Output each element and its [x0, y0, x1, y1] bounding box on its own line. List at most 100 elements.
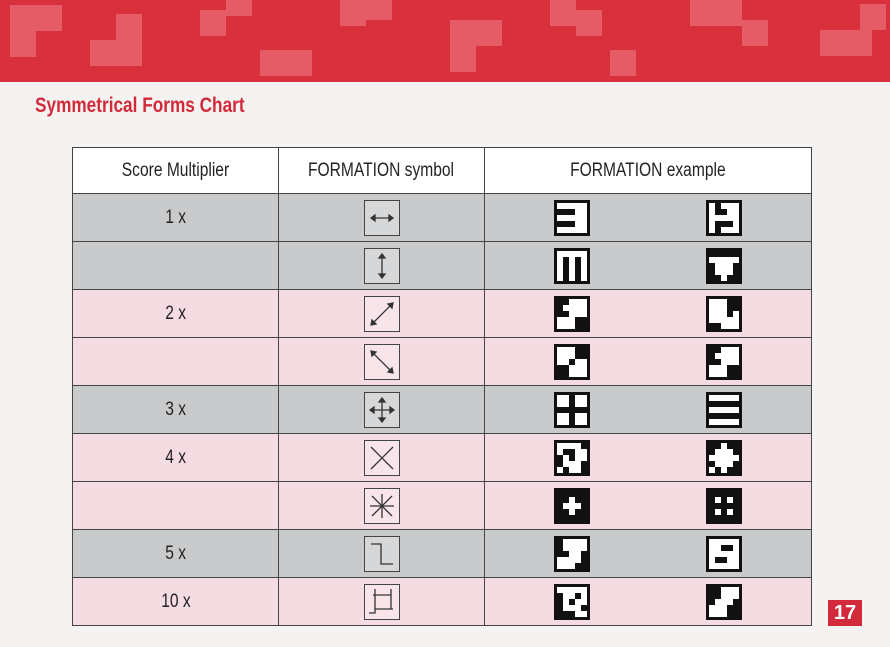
score-multiplier-cell — [72, 337, 279, 386]
formation-symbol-cell — [278, 337, 485, 386]
formation-example-2 — [706, 439, 742, 476]
header-formation-example: FORMATION example — [484, 147, 812, 194]
formation-example-1 — [554, 391, 590, 428]
formation-example-1 — [554, 487, 590, 524]
z-arrow-icon — [363, 535, 400, 572]
formation-example-cell — [484, 385, 812, 434]
decorative-banner — [0, 0, 890, 82]
header-score-multiplier: Score Multiplier — [72, 147, 279, 194]
four-way-arrow-icon — [363, 391, 400, 428]
formation-example-2 — [706, 295, 742, 332]
formation-example-1 — [554, 199, 590, 236]
banner-square — [90, 40, 116, 66]
score-multiplier-cell: 10 x — [72, 577, 279, 626]
formation-example-2 — [706, 583, 742, 620]
banner-square — [742, 20, 768, 46]
table-row: 10 x — [72, 577, 812, 626]
banner-square — [690, 0, 716, 26]
page-title: Symmetrical Forms Chart — [35, 94, 245, 117]
formation-symbol-cell — [278, 481, 485, 530]
formation-example-2 — [706, 199, 742, 236]
score-multiplier-cell: 1 x — [72, 193, 279, 242]
banner-square — [476, 20, 502, 46]
formation-example-cell — [484, 577, 812, 626]
score-multiplier: 1 x — [165, 206, 186, 228]
score-multiplier-cell: 2 x — [72, 289, 279, 338]
formation-example-2 — [706, 247, 742, 284]
formation-example-1 — [554, 343, 590, 380]
diagonal-down-arrow-icon — [363, 343, 400, 380]
table-row — [72, 241, 812, 290]
table-row: 4 x — [72, 433, 812, 482]
formation-example-2 — [706, 535, 742, 572]
formation-example-cell — [484, 193, 812, 242]
banner-square — [200, 10, 226, 36]
score-multiplier: 5 x — [165, 542, 186, 564]
formation-symbol-cell — [278, 385, 485, 434]
formation-example-1 — [554, 583, 590, 620]
score-multiplier: 4 x — [165, 446, 186, 468]
score-multiplier-cell — [72, 241, 279, 290]
banner-square — [550, 0, 576, 26]
banner-square — [36, 5, 62, 31]
table-row: 1 x — [72, 193, 812, 242]
table-row: 3 x — [72, 385, 812, 434]
score-multiplier: 10 x — [160, 590, 191, 612]
formation-symbol-cell — [278, 289, 485, 338]
banner-square — [260, 50, 286, 76]
banner-square — [10, 31, 36, 57]
swirl-arrow-icon — [363, 583, 400, 620]
header-label: FORMATION symbol — [308, 159, 455, 181]
table-row: 5 x — [72, 529, 812, 578]
table-row — [72, 337, 812, 386]
score-multiplier-cell: 3 x — [72, 385, 279, 434]
horizontal-arrow-icon — [363, 199, 400, 236]
vertical-arrow-icon — [363, 247, 400, 284]
table-row: 2 x — [72, 289, 812, 338]
formation-example-cell — [484, 289, 812, 338]
banner-square — [226, 0, 252, 16]
score-multiplier-cell: 4 x — [72, 433, 279, 482]
banner-square — [286, 50, 312, 76]
banner-square — [846, 30, 872, 56]
banner-square — [860, 4, 886, 30]
formation-example-cell — [484, 481, 812, 530]
banner-square — [10, 5, 36, 31]
banner-square — [610, 50, 636, 76]
score-multiplier-cell — [72, 481, 279, 530]
score-multiplier: 3 x — [165, 398, 186, 420]
formation-example-1 — [554, 295, 590, 332]
banner-square — [116, 14, 142, 40]
banner-square — [450, 46, 476, 72]
formation-example-1 — [554, 535, 590, 572]
formation-example-1 — [554, 247, 590, 284]
banner-square — [366, 0, 392, 20]
banner-square — [716, 0, 742, 26]
header-row: Score Multiplier FORMATION symbol FORMAT… — [72, 147, 812, 194]
banner-square — [820, 30, 846, 56]
formation-symbol-cell — [278, 529, 485, 578]
header-label: FORMATION example — [570, 159, 726, 181]
banner-square — [576, 10, 602, 36]
score-multiplier: 2 x — [165, 302, 186, 324]
formation-example-2 — [706, 391, 742, 428]
formation-symbol-cell — [278, 577, 485, 626]
table-row — [72, 481, 812, 530]
page-number: 17 — [828, 600, 862, 626]
formation-example-cell — [484, 241, 812, 290]
eight-way-arrow-icon — [363, 487, 400, 524]
formation-example-2 — [706, 343, 742, 380]
header-label: Score Multiplier — [121, 159, 230, 181]
banner-square — [340, 0, 366, 26]
formation-example-cell — [484, 337, 812, 386]
formation-example-1 — [554, 439, 590, 476]
banner-square — [116, 40, 142, 66]
formation-example-2 — [706, 487, 742, 524]
score-multiplier-cell: 5 x — [72, 529, 279, 578]
header-formation-symbol: FORMATION symbol — [278, 147, 485, 194]
formation-example-cell — [484, 529, 812, 578]
formation-symbol-cell — [278, 193, 485, 242]
formation-symbol-cell — [278, 433, 485, 482]
banner-square — [450, 20, 476, 46]
formation-symbol-cell — [278, 241, 485, 290]
